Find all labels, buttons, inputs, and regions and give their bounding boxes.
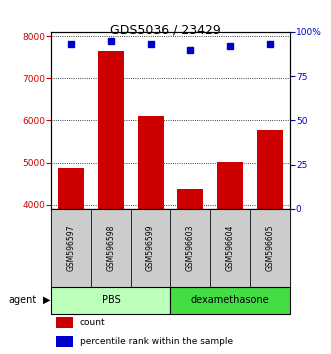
Text: GSM596597: GSM596597 bbox=[67, 224, 76, 271]
FancyBboxPatch shape bbox=[51, 287, 170, 314]
Text: GSM596603: GSM596603 bbox=[186, 224, 195, 271]
Bar bbox=[257, 130, 283, 209]
Text: GSM596598: GSM596598 bbox=[106, 224, 116, 271]
Bar bbox=[56, 316, 73, 328]
FancyBboxPatch shape bbox=[131, 209, 170, 287]
Text: count: count bbox=[80, 318, 106, 327]
Bar bbox=[217, 162, 243, 209]
FancyBboxPatch shape bbox=[250, 209, 290, 287]
FancyBboxPatch shape bbox=[170, 287, 290, 314]
Bar bbox=[58, 167, 84, 209]
Text: percentile rank within the sample: percentile rank within the sample bbox=[80, 337, 233, 346]
FancyBboxPatch shape bbox=[170, 209, 210, 287]
Bar bbox=[177, 189, 203, 209]
Bar bbox=[138, 116, 164, 209]
Text: GSM596604: GSM596604 bbox=[225, 224, 235, 271]
Text: GSM596599: GSM596599 bbox=[146, 224, 155, 271]
Text: GSM596605: GSM596605 bbox=[265, 224, 274, 271]
Bar bbox=[56, 336, 73, 347]
FancyBboxPatch shape bbox=[51, 209, 91, 287]
Bar bbox=[98, 51, 124, 209]
FancyBboxPatch shape bbox=[91, 209, 131, 287]
Text: agent: agent bbox=[8, 295, 36, 305]
Text: PBS: PBS bbox=[102, 295, 120, 305]
FancyBboxPatch shape bbox=[210, 209, 250, 287]
Text: ▶: ▶ bbox=[43, 295, 51, 305]
Text: dexamethasone: dexamethasone bbox=[191, 295, 269, 305]
Text: GDS5036 / 23429: GDS5036 / 23429 bbox=[110, 23, 221, 36]
